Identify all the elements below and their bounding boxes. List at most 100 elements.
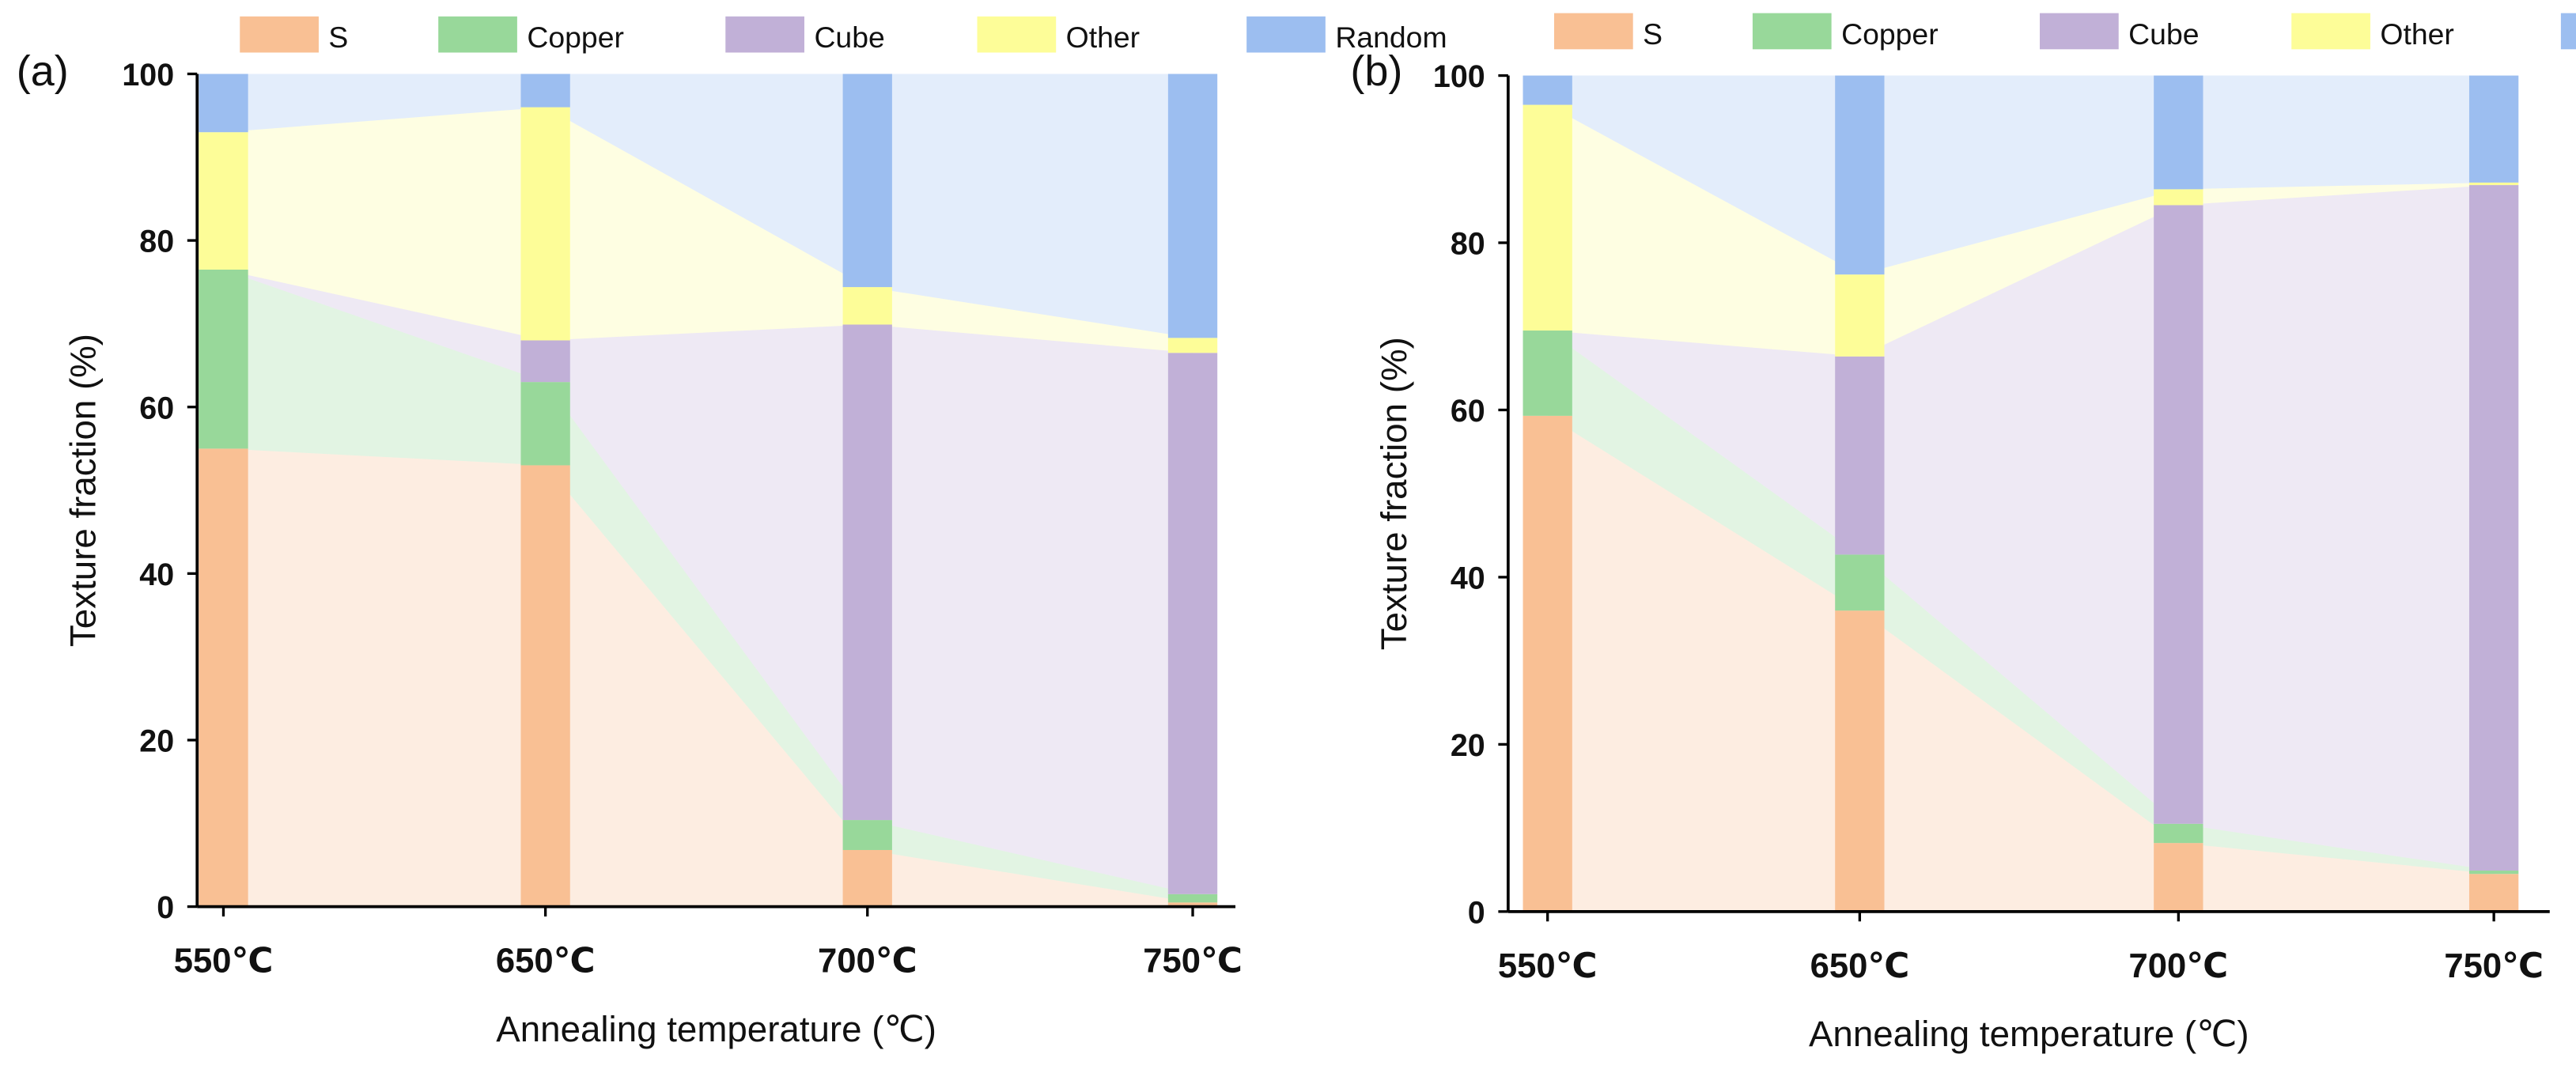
- legend-swatch-random: [2560, 13, 2576, 50]
- bar-s-550c: [199, 448, 248, 907]
- y-tick-label: 100: [122, 58, 174, 93]
- bar-copper-550c: [1523, 331, 1572, 416]
- bar-cube-750c: [2468, 185, 2519, 871]
- y-tick-label: 0: [157, 890, 174, 925]
- legend-swatch-s: [1554, 13, 1633, 50]
- legend-swatch-other: [2291, 13, 2370, 50]
- bar-cube-650c: [1835, 356, 1885, 555]
- y-tick-label: 40: [1451, 561, 1485, 595]
- bar-random-550c: [1523, 75, 1572, 105]
- axes: 0 20 40 60 80 100 550℃ 650℃ 700℃ 750℃ Annealing te…: [62, 58, 1242, 1049]
- y-tick-label: 0: [1468, 895, 1485, 930]
- y-axis-label: Texture fraction (%): [1374, 337, 1414, 650]
- bar-random-700c: [2154, 75, 2203, 190]
- bar-copper-650c: [520, 382, 570, 466]
- x-tick-label: 700℃: [2129, 947, 2229, 985]
- x-tick-label: 650℃: [1810, 947, 1910, 985]
- figure-root: 0 20 40 60 80 100 550℃ 650℃ 700℃ 750℃ Annealing te…: [17, 13, 2576, 1054]
- area-other: [223, 107, 1193, 353]
- bar-s-650c: [1835, 610, 1885, 912]
- bar-random-750c: [1167, 74, 1218, 338]
- bar-random-650c: [1835, 75, 1885, 275]
- bar-copper-700c: [842, 820, 892, 850]
- area-bands: [223, 74, 1193, 907]
- legend-swatch-s: [240, 16, 319, 53]
- axes: 0 20 40 60 80 100 550℃ 650℃ 700℃ 750℃ Annealing te…: [1374, 59, 2550, 1054]
- bar-copper-750c: [2468, 871, 2519, 875]
- x-tick-label: 750℃: [1143, 943, 1243, 980]
- bar-copper-650c: [1835, 554, 1885, 611]
- legend-label-copper: Copper: [527, 21, 624, 54]
- legend-swatch-cube: [725, 16, 804, 53]
- bar-s-700c: [842, 849, 892, 907]
- bar-cube-650c: [520, 340, 570, 383]
- x-tick-label: 550℃: [174, 943, 274, 980]
- area-other: [1547, 104, 2495, 357]
- legend-label-other: Other: [2380, 17, 2453, 51]
- x-tick-label: 650℃: [496, 943, 596, 980]
- legend-label-other: Other: [1066, 21, 1140, 54]
- legend-swatch-random: [1246, 16, 1326, 53]
- area-copper: [223, 269, 1193, 903]
- y-tick-label: 20: [1451, 728, 1485, 763]
- bar-copper-750c: [1167, 894, 1218, 903]
- panel-b: 0 20 40 60 80 100 550℃ 650℃ 700℃ 750℃ Annealing te…: [1350, 13, 2576, 1054]
- bar-other-550c: [199, 132, 248, 270]
- bar-other-650c: [1835, 274, 1885, 357]
- y-axis-label: Texture fraction (%): [62, 334, 103, 647]
- bars: [199, 74, 1218, 907]
- legend-swatch-copper: [438, 16, 517, 53]
- bar-other-700c: [842, 287, 892, 325]
- panel-a: 0 20 40 60 80 100 550℃ 650℃ 700℃ 750℃ Annealing te…: [17, 16, 1447, 1049]
- bar-s-700c: [2154, 843, 2203, 912]
- legend-swatch-cube: [2040, 13, 2119, 50]
- area-s: [223, 448, 1193, 907]
- x-tick-label: 750℃: [2444, 947, 2544, 985]
- y-tick-label: 100: [1433, 59, 1485, 94]
- bar-other-700c: [2154, 189, 2203, 206]
- area-cube: [223, 269, 1193, 894]
- area-cube: [1547, 185, 2495, 871]
- legend-label-random: Random: [1335, 21, 1447, 54]
- legend-swatch-other: [977, 16, 1057, 53]
- bar-cube-700c: [2154, 205, 2203, 824]
- area-random: [223, 74, 1193, 338]
- bar-cube-700c: [842, 324, 892, 821]
- legend-label-s: S: [328, 21, 348, 54]
- legend-swatch-copper: [1752, 13, 1832, 50]
- bar-s-750c: [2468, 874, 2519, 912]
- y-tick-label: 40: [139, 557, 174, 592]
- bar-cube-750c: [1167, 353, 1218, 894]
- bar-copper-550c: [199, 269, 248, 449]
- area-bands: [1547, 75, 2495, 912]
- legend-label-cube: Cube: [2128, 17, 2199, 51]
- bar-other-650c: [520, 107, 570, 341]
- y-tick-label: 80: [139, 225, 174, 259]
- x-tick-label: 700℃: [818, 943, 917, 980]
- panel-label: (a): [17, 47, 69, 95]
- y-tick-label: 60: [139, 391, 174, 425]
- y-tick-label: 80: [1451, 227, 1485, 262]
- bars: [1523, 75, 2519, 912]
- bar-other-750c: [2468, 182, 2519, 186]
- bar-s-650c: [520, 465, 570, 907]
- area-random: [1547, 75, 2495, 275]
- legend-label-copper: Copper: [1841, 17, 1939, 51]
- bar-other-750c: [1167, 338, 1218, 353]
- bar-random-650c: [520, 74, 570, 108]
- y-tick-label: 60: [1451, 394, 1485, 429]
- x-tick-label: 550℃: [1498, 947, 1598, 985]
- bar-copper-700c: [2154, 823, 2203, 844]
- bar-s-550c: [1523, 415, 1572, 912]
- area-s: [1547, 415, 2495, 912]
- legend-label-s: S: [1643, 17, 1662, 51]
- bar-random-550c: [199, 74, 248, 133]
- bar-other-550c: [1523, 104, 1572, 331]
- bar-random-750c: [2468, 75, 2519, 183]
- bar-s-750c: [1167, 902, 1218, 907]
- x-axis-label: Annealing temperature (℃): [1809, 1014, 2249, 1054]
